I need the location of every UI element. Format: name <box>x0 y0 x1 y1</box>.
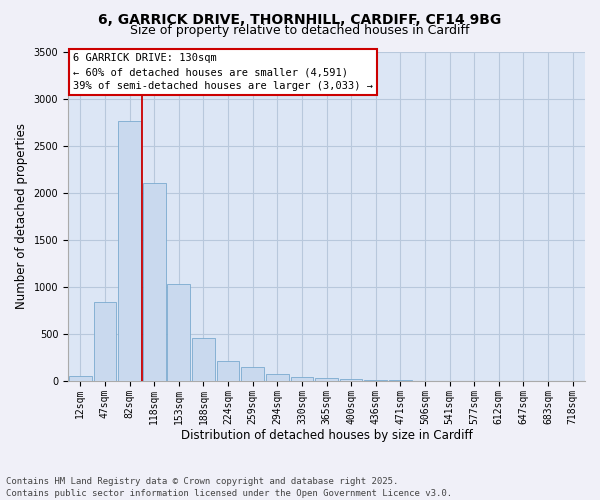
Bar <box>192 338 215 381</box>
Bar <box>94 302 116 381</box>
Y-axis label: Number of detached properties: Number of detached properties <box>15 124 28 310</box>
Bar <box>290 377 313 381</box>
X-axis label: Distribution of detached houses by size in Cardiff: Distribution of detached houses by size … <box>181 430 472 442</box>
Bar <box>69 376 92 381</box>
Bar <box>389 380 412 381</box>
Text: Size of property relative to detached houses in Cardiff: Size of property relative to detached ho… <box>130 24 470 37</box>
Text: Contains HM Land Registry data © Crown copyright and database right 2025.
Contai: Contains HM Land Registry data © Crown c… <box>6 476 452 498</box>
Bar <box>167 284 190 381</box>
Bar <box>143 184 166 381</box>
Bar <box>315 378 338 381</box>
Text: 6 GARRICK DRIVE: 130sqm
← 60% of detached houses are smaller (4,591)
39% of semi: 6 GARRICK DRIVE: 130sqm ← 60% of detache… <box>73 53 373 91</box>
Bar <box>266 374 289 381</box>
Bar <box>241 368 264 381</box>
Bar <box>118 121 141 381</box>
Bar <box>340 378 362 381</box>
Bar <box>364 380 387 381</box>
Bar <box>217 361 239 381</box>
Text: 6, GARRICK DRIVE, THORNHILL, CARDIFF, CF14 9BG: 6, GARRICK DRIVE, THORNHILL, CARDIFF, CF… <box>98 12 502 26</box>
